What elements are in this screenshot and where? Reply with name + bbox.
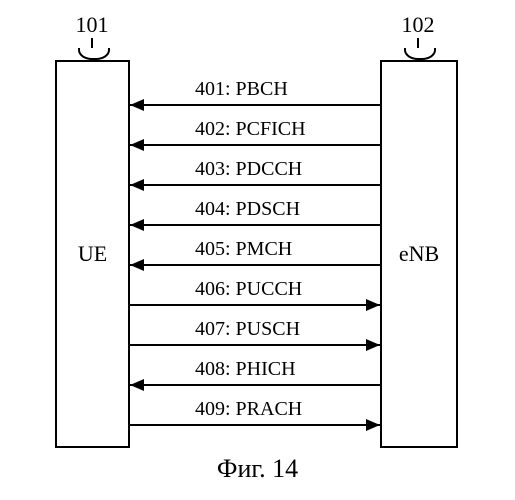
arrow-left-icon bbox=[130, 259, 144, 271]
message-label: 403: PDCCH bbox=[195, 158, 302, 181]
message-line bbox=[130, 184, 380, 186]
figure-caption: Фиг. 14 bbox=[0, 454, 515, 484]
arrow-right-icon bbox=[366, 339, 380, 351]
message-row: 405: PMCH bbox=[0, 238, 515, 274]
message-line bbox=[130, 104, 380, 106]
arrow-left-icon bbox=[130, 379, 144, 391]
message-label: 401: PBCH bbox=[195, 78, 288, 101]
message-row: 407: PUSCH bbox=[0, 318, 515, 354]
message-row: 404: PDSCH bbox=[0, 198, 515, 234]
message-label: 404: PDSCH bbox=[195, 198, 300, 221]
arrow-left-icon bbox=[130, 99, 144, 111]
arrow-right-icon bbox=[366, 419, 380, 431]
arrow-left-icon bbox=[130, 219, 144, 231]
message-label: 409: PRACH bbox=[195, 398, 302, 421]
message-line bbox=[130, 304, 380, 306]
arrow-left-icon bbox=[130, 179, 144, 191]
message-row: 402: PCFICH bbox=[0, 118, 515, 154]
message-line bbox=[130, 424, 380, 426]
message-line bbox=[130, 224, 380, 226]
message-row: 401: PBCH bbox=[0, 78, 515, 114]
message-label: 407: PUSCH bbox=[195, 318, 300, 341]
message-line bbox=[130, 264, 380, 266]
message-label: 408: PHICH bbox=[195, 358, 296, 381]
message-line bbox=[130, 144, 380, 146]
arrow-right-icon bbox=[366, 299, 380, 311]
message-row: 409: PRACH bbox=[0, 398, 515, 434]
message-line bbox=[130, 344, 380, 346]
message-label: 405: PMCH bbox=[195, 238, 292, 261]
message-row: 403: PDCCH bbox=[0, 158, 515, 194]
message-label: 402: PCFICH bbox=[195, 118, 306, 141]
messages-region: 401: PBCH 402: PCFICH 403: PDCCH 404: PDSCH… bbox=[0, 0, 515, 500]
message-row: 406: PUCCH bbox=[0, 278, 515, 314]
message-line bbox=[130, 384, 380, 386]
arrow-left-icon bbox=[130, 139, 144, 151]
message-row: 408: PHICH bbox=[0, 358, 515, 394]
message-label: 406: PUCCH bbox=[195, 278, 302, 301]
